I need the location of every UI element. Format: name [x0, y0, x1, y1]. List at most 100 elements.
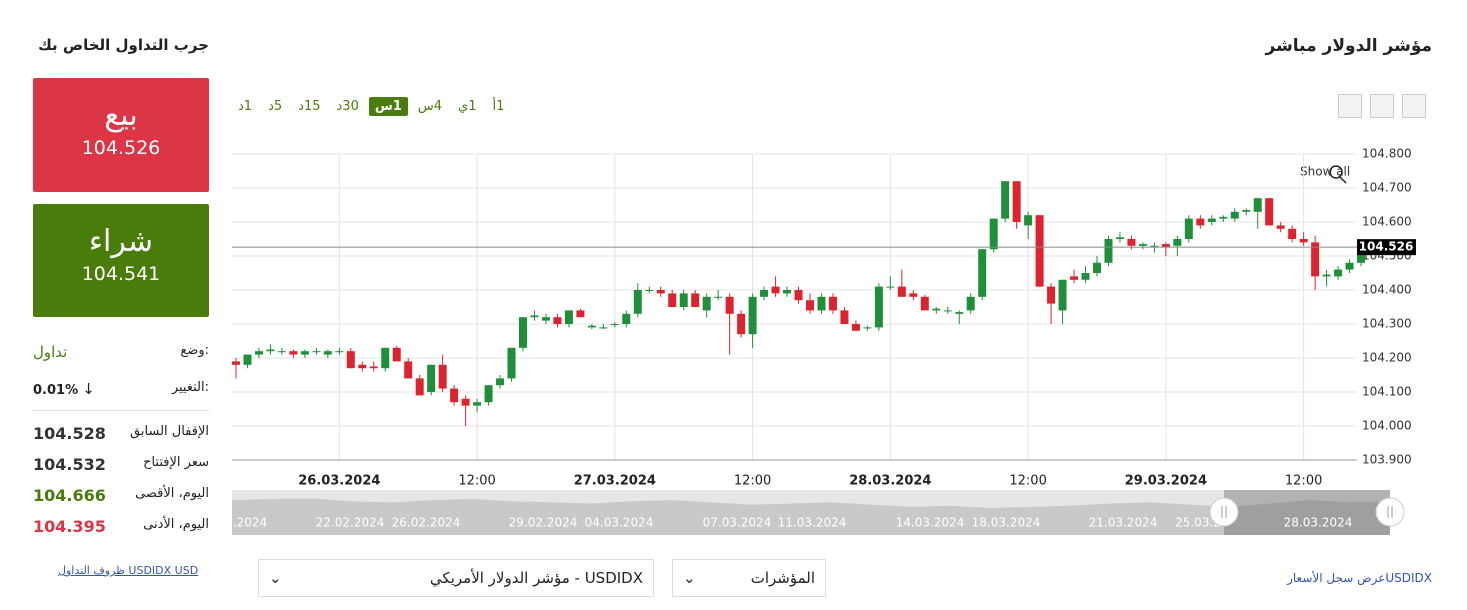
candle-body — [1311, 242, 1320, 277]
stat-row: 104.532 سعر الإفتتاح — [33, 455, 209, 474]
stat-label: الإقفال السابق — [130, 424, 209, 439]
candle-body — [277, 351, 286, 353]
candle-body — [369, 366, 378, 369]
candle-body — [1138, 244, 1147, 246]
timeframe-button[interactable]: 1أ — [492, 99, 505, 114]
history-link[interactable]: USDIDXعرض سجل الأسعار — [1287, 571, 1432, 585]
candle-body — [1001, 181, 1010, 219]
candle-body — [610, 324, 619, 325]
candle-body — [473, 402, 482, 406]
candle-body — [530, 315, 539, 318]
page-title: مؤشر الدولار مباشر — [1265, 36, 1433, 56]
candle-body — [920, 296, 929, 311]
candle-body — [1322, 274, 1331, 277]
timeframe-button[interactable]: 30د — [336, 99, 359, 114]
conditions-link[interactable]: USDIDX USD ظروف التداول — [58, 564, 199, 577]
stat-value: 104.395 — [33, 517, 106, 536]
candle-body — [851, 324, 860, 331]
history-symbol: USDIDX — [1385, 571, 1432, 585]
candle-body — [1207, 218, 1216, 222]
candle-body — [553, 317, 562, 324]
candle-body — [1242, 210, 1251, 212]
candle-body — [1024, 215, 1033, 226]
chart-type-ohlc[interactable] — [1338, 94, 1362, 118]
show-all[interactable]: Show all — [1300, 165, 1350, 179]
candle-body — [633, 290, 642, 314]
y-tick-label: 104.800 — [1362, 147, 1412, 161]
candle-body — [1288, 228, 1297, 239]
buy-price: 104.541 — [81, 263, 161, 285]
navigator-label: 26.02.2024 — [392, 516, 461, 530]
candle-body — [507, 347, 516, 379]
stat-value: 104.666 — [33, 486, 106, 505]
y-tick-label: 104.100 — [1362, 385, 1412, 399]
candle-body — [1081, 273, 1090, 280]
x-tick-label: 12:00 — [734, 474, 771, 489]
stat-row: 104.528 الإقفال السابق — [33, 424, 209, 443]
candle-body — [1150, 245, 1159, 247]
candle-body — [266, 349, 275, 352]
candle-body — [576, 310, 585, 318]
navigator-label: 04.03.2024 — [585, 516, 654, 530]
instrument-select[interactable]: USDIDX - مؤشر الدولار الأمريكي ⌄ — [258, 559, 654, 597]
candle-body — [289, 351, 298, 355]
candle-body — [461, 398, 470, 406]
x-tick-label: 12:00 — [458, 474, 495, 489]
x-tick-label: 26.03.2024 — [298, 474, 380, 489]
timeframe-button[interactable]: 1د — [238, 99, 253, 114]
stat-row: 104.666 اليوم، الأقصى — [33, 486, 209, 505]
change-label: التغيير: — [171, 380, 209, 395]
navigator-label: 29.02.2024 — [509, 516, 578, 530]
candle-body — [714, 296, 723, 298]
candle-body — [564, 310, 573, 324]
timeframe-button[interactable]: 15د — [298, 99, 321, 114]
chevron: ⌄ — [683, 569, 696, 587]
category-select[interactable]: المؤشرات ⌄ — [672, 559, 826, 597]
stat-value: 104.532 — [33, 455, 106, 474]
navigator-label: 11.03.2024 — [778, 516, 847, 530]
navigator-handle[interactable] — [1375, 497, 1405, 527]
navigator-area — [232, 498, 1390, 535]
down-arrow: ↓ — [82, 380, 95, 398]
chevron: ⌄ — [269, 569, 282, 587]
candle-body — [243, 354, 252, 365]
sell-button[interactable]: بيع 104.526 — [33, 78, 209, 192]
stat-row: 104.395 اليوم، الأدنى — [33, 517, 209, 536]
chart-type-candle[interactable] — [1370, 94, 1394, 118]
candle-body — [1035, 215, 1044, 287]
buy-label: شراء — [88, 224, 154, 259]
candle-body — [1115, 237, 1124, 239]
candle-body — [748, 296, 757, 335]
candle-body — [312, 351, 321, 353]
candle-body — [587, 325, 596, 328]
candle-body — [381, 347, 390, 369]
timeframe-button[interactable]: 5د — [268, 99, 283, 114]
candle-body — [886, 286, 895, 288]
candle-body — [806, 300, 814, 311]
stat-value: 104.528 — [33, 424, 106, 443]
navigator-handle[interactable] — [1209, 497, 1239, 527]
chart-type-line[interactable] — [1402, 94, 1426, 118]
candle-body — [966, 296, 975, 311]
zoom-icon-handle — [1339, 176, 1347, 184]
buy-button[interactable]: شراء 104.541 — [33, 204, 209, 317]
timeframe-button[interactable]: 1ي — [458, 99, 477, 114]
candle-body — [771, 286, 780, 294]
candle-body — [1104, 239, 1113, 263]
candle-body — [346, 351, 355, 369]
candle-body — [323, 351, 332, 355]
timeframe-button[interactable]: 1س — [368, 97, 408, 116]
history-text: عرض سجل الأسعار — [1287, 571, 1386, 585]
chart: Show all 103.900 104.000 104.100 104.200 104… — [232, 147, 1416, 535]
candle-body — [484, 385, 493, 403]
candle-body — [1012, 181, 1021, 222]
sell-price: 104.526 — [81, 137, 161, 159]
y-tick-label: 104.700 — [1362, 181, 1412, 195]
candle-body — [1173, 239, 1182, 246]
x-tick-label: 29.03.2024 — [1125, 474, 1207, 489]
timeframe-button[interactable]: 4س — [417, 99, 442, 114]
navigator-label: 07.03.2024 — [703, 516, 772, 530]
candle-body — [656, 290, 665, 294]
change-group: 0.01% ↓ — [33, 380, 95, 398]
